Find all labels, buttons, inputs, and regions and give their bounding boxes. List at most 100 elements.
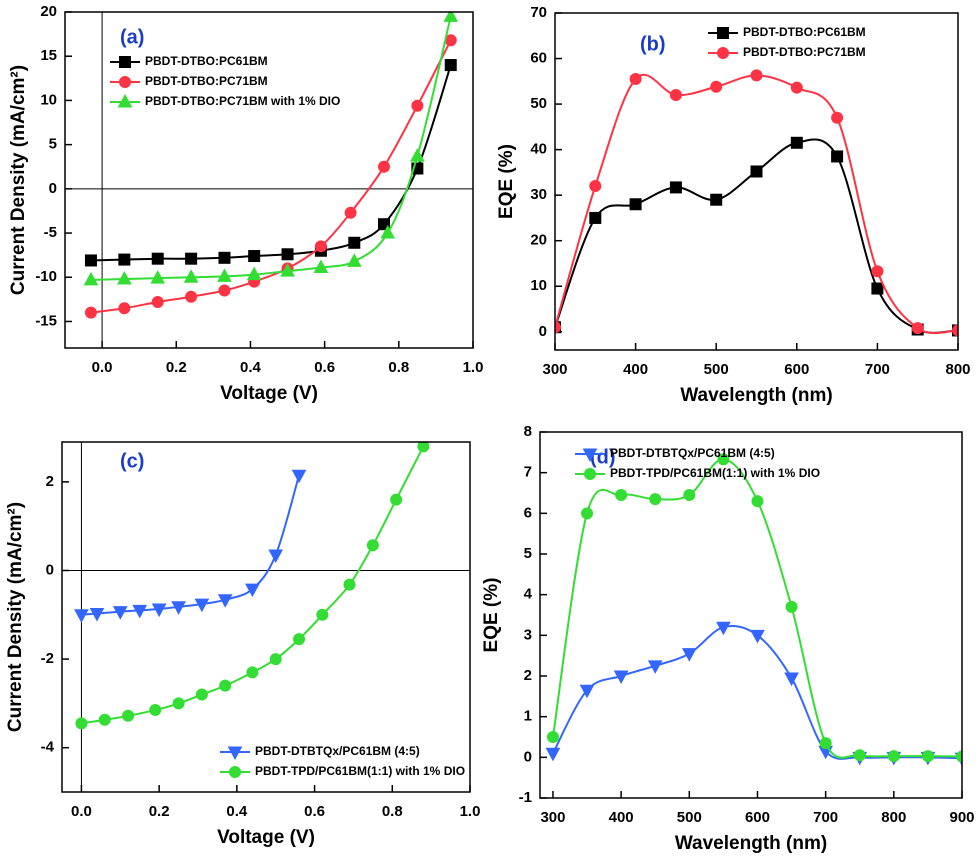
- marker: [579, 684, 595, 699]
- marker: [248, 250, 261, 263]
- marker: [246, 266, 262, 281]
- marker: [84, 254, 97, 267]
- marker: [887, 750, 900, 763]
- marker: [380, 225, 396, 239]
- y-tick-label: 60: [530, 50, 547, 67]
- legend-label: PBDT-DTBTQx/PC61BM (4:5): [610, 446, 775, 460]
- series-line: [552, 624, 962, 760]
- marker: [151, 603, 167, 618]
- plot-frame: [539, 431, 963, 799]
- marker: [785, 600, 798, 613]
- y-tick-label: 0: [49, 180, 57, 197]
- legend-label: PBDT-TPD/PC61BM(1:1) with 1% DIO: [255, 764, 465, 778]
- marker: [629, 73, 642, 86]
- series-line: [81, 474, 300, 616]
- marker: [194, 598, 210, 613]
- y-tick-label: 30: [530, 186, 547, 203]
- marker: [122, 709, 135, 722]
- marker: [710, 193, 723, 206]
- y-tick-label: 2: [524, 667, 532, 684]
- marker: [245, 583, 260, 598]
- y-tick-label: 70: [530, 4, 547, 21]
- marker: [185, 252, 198, 265]
- x-tick-label: 0.4: [226, 803, 248, 820]
- marker: [246, 666, 259, 679]
- marker: [831, 150, 844, 163]
- marker: [613, 670, 629, 685]
- y-tick-label: -10: [35, 268, 57, 285]
- y-tick-label: 20: [530, 232, 547, 249]
- y-tick-label: -15: [35, 312, 57, 329]
- marker: [185, 290, 198, 303]
- marker: [390, 493, 403, 506]
- legend-marker: [717, 27, 729, 39]
- marker: [218, 284, 231, 297]
- legend-label: PBDT-DTBO:PC71BM: [743, 45, 866, 59]
- marker: [84, 306, 97, 319]
- marker: [710, 80, 723, 93]
- marker: [314, 240, 327, 253]
- marker: [348, 236, 361, 249]
- marker: [316, 608, 329, 621]
- legend-marker: [582, 448, 598, 463]
- marker: [589, 180, 602, 193]
- y-tick-label: 4: [524, 586, 533, 603]
- marker: [784, 672, 799, 687]
- marker: [444, 59, 457, 72]
- legend-marker: [717, 47, 729, 59]
- y-tick-label: 40: [530, 141, 547, 158]
- marker: [819, 737, 832, 750]
- x-tick-label: 1.0: [460, 803, 481, 820]
- x-tick-label: 0.0: [92, 359, 113, 376]
- marker: [75, 717, 88, 730]
- x-tick-label: 800: [881, 809, 906, 826]
- plot: [555, 69, 958, 337]
- marker: [343, 578, 356, 591]
- y-tick-label: 0: [46, 561, 54, 578]
- y-tick-label: 8: [524, 423, 532, 440]
- plot: [545, 453, 962, 767]
- x-tick-label: 400: [623, 361, 648, 378]
- marker: [417, 442, 430, 453]
- marker: [647, 660, 663, 674]
- plot: [83, 12, 459, 319]
- x-tick-label: 700: [813, 809, 838, 826]
- legend-marker: [117, 93, 133, 108]
- marker: [555, 321, 561, 334]
- marker: [410, 148, 425, 162]
- plot-frame: [64, 11, 474, 349]
- marker: [195, 688, 208, 701]
- x-axis-label: Wavelength (nm): [680, 385, 832, 406]
- marker: [118, 302, 131, 315]
- x-tick-label: 700: [865, 361, 890, 378]
- marker: [281, 248, 294, 261]
- x-tick-label: 600: [745, 809, 770, 826]
- marker: [344, 206, 357, 219]
- y-tick-label: 0: [539, 323, 547, 340]
- legend-label: PBDT-DTBO:PC71BM: [145, 74, 268, 88]
- marker: [118, 253, 131, 266]
- marker: [366, 539, 379, 552]
- marker: [377, 218, 390, 231]
- y-tick-label: -2: [41, 650, 54, 667]
- y-axis-label: Current Density (mA/cm²): [5, 502, 26, 732]
- marker: [411, 99, 424, 112]
- marker: [853, 749, 866, 762]
- y-tick-label: 0: [524, 748, 532, 765]
- y-axis-label: EQE (%): [481, 578, 502, 653]
- marker: [411, 162, 424, 175]
- y-axis-label: EQE (%): [496, 144, 517, 219]
- marker: [183, 269, 199, 283]
- y-tick-label: 10: [40, 91, 57, 108]
- marker: [151, 296, 164, 309]
- marker: [149, 704, 162, 717]
- marker: [112, 606, 128, 620]
- legend-marker: [584, 468, 596, 480]
- marker: [268, 549, 284, 564]
- marker: [89, 607, 105, 622]
- y-tick-label: 50: [530, 95, 547, 112]
- marker: [172, 697, 185, 710]
- marker: [151, 252, 164, 265]
- marker: [716, 621, 731, 636]
